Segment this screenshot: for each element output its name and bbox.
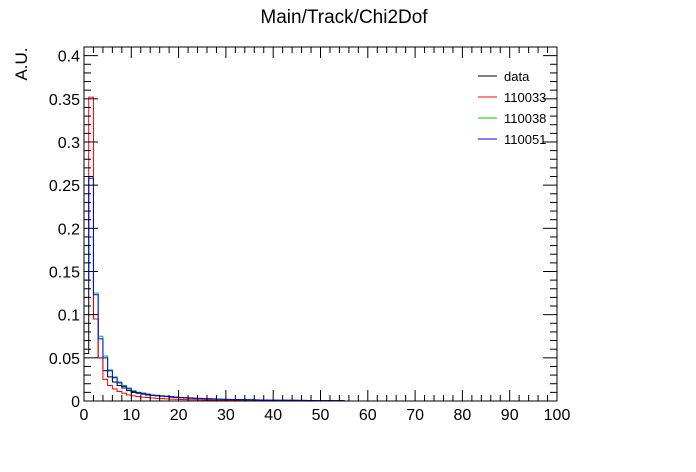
- x-tick-label: 0: [80, 407, 89, 424]
- series-line-110051: [83, 177, 557, 402]
- y-axis-label: A.U.: [12, 47, 31, 80]
- plot-frame: [83, 46, 558, 402]
- y-tick-label: 0.3: [58, 135, 80, 152]
- series-layer: [83, 96, 557, 402]
- y-tick-label: 0: [71, 394, 80, 411]
- legend-label-110033: 110033: [504, 90, 546, 105]
- x-tick-label: 20: [170, 407, 188, 424]
- x-tick-label: 80: [454, 407, 472, 424]
- x-tick-label: 90: [501, 407, 519, 424]
- series-line-data: [83, 176, 557, 402]
- y-tick-label: 0.1: [58, 308, 80, 325]
- y-tick-label: 0.25: [49, 178, 80, 195]
- series-line-110033: [83, 96, 557, 402]
- legend-label-110038: 110038: [504, 111, 546, 126]
- y-tick-label: 0.35: [49, 92, 80, 109]
- legend-label-110051: 110051: [504, 132, 546, 147]
- legend-label-data: data: [504, 69, 530, 84]
- legend: data 110033 110038 110051: [478, 69, 546, 147]
- y-tick-label: 0.05: [49, 351, 80, 368]
- y-tick-label: 0.4: [58, 49, 80, 66]
- axis-layer: 0 10 20 30 40 50 60 70 80 90 100 0 0.05 0.1 0.15 0.2 0.2…: [49, 47, 571, 424]
- x-tick-label: 10: [122, 407, 140, 424]
- y-tick-label: 0.15: [49, 264, 80, 281]
- x-tick-label: 70: [406, 407, 424, 424]
- y-tick-label: 0.2: [58, 221, 80, 238]
- x-tick-label: 60: [359, 407, 377, 424]
- chart-title: Main/Track/Chi2Dof: [260, 7, 428, 28]
- series-line-110038: [83, 236, 557, 402]
- x-tick-label: 40: [264, 407, 282, 424]
- x-tick-label: 100: [544, 407, 571, 424]
- x-tick-label: 30: [217, 407, 235, 424]
- x-tick-label: 50: [312, 407, 330, 424]
